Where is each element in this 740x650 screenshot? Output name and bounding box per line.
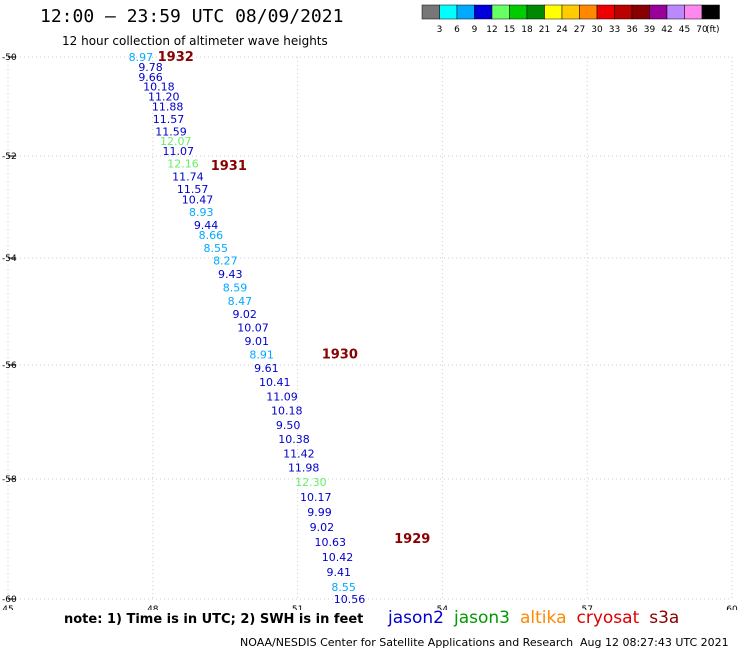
swh-value: 11.20: [148, 91, 180, 104]
legend-label: 9: [472, 25, 478, 35]
swh-value: 9.02: [232, 308, 257, 321]
swh-value: 8.47: [228, 295, 253, 308]
swh-value: 9.44: [194, 219, 219, 232]
swh-value: 12.30: [295, 476, 327, 489]
legend-unit: (ft): [706, 25, 720, 35]
swh-value: 11.88: [152, 101, 184, 114]
legend-label: 70: [696, 25, 708, 35]
swh-value: 10.42: [322, 551, 354, 564]
legend-label: 24: [556, 25, 568, 35]
swh-value: 11.59: [155, 125, 187, 138]
swh-value: 12.07: [160, 135, 192, 148]
swh-value: 9.66: [138, 71, 163, 84]
legend-label: 21: [539, 25, 550, 35]
swh-value: 8.97: [129, 51, 154, 64]
satellite-legend: jason2 jason3 altika cryosat s3a: [388, 608, 689, 628]
satellite-cryosat: cryosat: [576, 608, 640, 628]
swh-value: 8.59: [223, 281, 248, 294]
swh-value: 8.27: [213, 255, 238, 268]
footer-note: note: 1) Time is in UTC; 2) SWH is in fe…: [64, 612, 364, 627]
legend-label: 39: [644, 25, 656, 35]
y-tick-label: -54: [2, 254, 17, 264]
swh-value: 11.74: [172, 170, 204, 183]
swh-value: 10.41: [259, 376, 291, 389]
swh-value: 11.07: [162, 145, 194, 158]
swh-value: 9.02: [310, 521, 335, 534]
y-tick-label: -58: [2, 475, 17, 485]
legend-label: 42: [661, 25, 672, 35]
legend-label: 27: [574, 25, 585, 35]
legend-label: 30: [591, 25, 603, 35]
wave-height-legend: 3 6 9 12 15 18 21 24 27 30 33 36 39 42 45 70(ft): [421, 4, 720, 35]
swh-value: 10.07: [237, 322, 269, 335]
swh-value: 9.96: [341, 608, 366, 610]
swh-value: 10.47: [182, 193, 214, 206]
swh-value: 8.55: [203, 242, 228, 255]
page-title: 12:00 – 23:59 UTC 08/09/2021: [40, 6, 344, 27]
legend-swatch: [701, 4, 720, 20]
satellite-s3a: s3a: [649, 608, 680, 628]
swh-value: 9.43: [218, 268, 243, 281]
wave-height-map: 45 48 51 54 57 60-50-52-54-56-58-608.979.789.…: [2, 50, 738, 610]
swh-value: 11.57: [153, 113, 185, 126]
swh-value: 10.18: [143, 81, 175, 94]
swh-value: 8.66: [199, 229, 224, 242]
time-label: 1932: [158, 50, 194, 65]
swh-value: 10.17: [300, 491, 332, 504]
swh-value: 8.55: [331, 581, 356, 594]
time-label: 1930: [322, 347, 358, 362]
satellite-jason2: jason2: [388, 608, 444, 628]
y-tick-label: -52: [2, 152, 17, 162]
legend-label: 6: [454, 25, 460, 35]
satellite-altika: altika: [520, 608, 567, 628]
swh-value: 9.41: [327, 566, 352, 579]
legend-label: 33: [609, 25, 620, 35]
swh-value: 9.78: [138, 61, 163, 74]
x-tick-label: 48: [147, 605, 159, 610]
swh-value: 10.63: [314, 536, 346, 549]
y-tick-label: -50: [2, 53, 17, 63]
satellite-jason3: jason3: [454, 608, 510, 628]
legend-label: 3: [437, 25, 443, 35]
legend-label: 15: [504, 25, 515, 35]
swh-value: 9.99: [307, 506, 332, 519]
page-subtitle: 12 hour collection of altimeter wave hei…: [62, 34, 328, 48]
x-tick-label: 60: [726, 605, 738, 610]
swh-value: 8.93: [189, 206, 214, 219]
swh-value: 12.16: [167, 158, 199, 171]
timestamp-text: Aug 12 08:27:43 UTC 2021: [580, 636, 729, 649]
swh-value: 10.38: [278, 433, 310, 446]
x-tick-label: 57: [581, 605, 592, 610]
swh-value: 8.91: [249, 348, 273, 361]
swh-value: 11.98: [288, 462, 320, 475]
y-tick-label: -56: [2, 361, 17, 371]
swh-value: 11.57: [177, 183, 209, 196]
x-tick-label: 45: [2, 605, 13, 610]
swh-value: 10.56: [334, 593, 366, 606]
swh-value: 11.09: [266, 390, 298, 403]
legend-label: 45: [679, 25, 690, 35]
time-label: 1929: [394, 532, 430, 547]
y-tick-label: -60: [2, 595, 17, 605]
legend-label: 36: [626, 25, 638, 35]
x-tick-label: 51: [292, 605, 303, 610]
swh-value: 11.42: [283, 447, 315, 460]
credit-text: NOAA/NESDIS Center for Satellite Applica…: [240, 636, 574, 649]
swh-value: 9.50: [276, 419, 301, 432]
swh-value: 9.01: [245, 335, 269, 348]
swh-value: 9.61: [254, 362, 279, 375]
time-label: 1931: [211, 159, 247, 174]
legend-label: 18: [521, 25, 533, 35]
swh-value: 10.18: [271, 405, 303, 418]
x-tick-label: 54: [437, 605, 449, 610]
legend-label: 12: [486, 25, 497, 35]
